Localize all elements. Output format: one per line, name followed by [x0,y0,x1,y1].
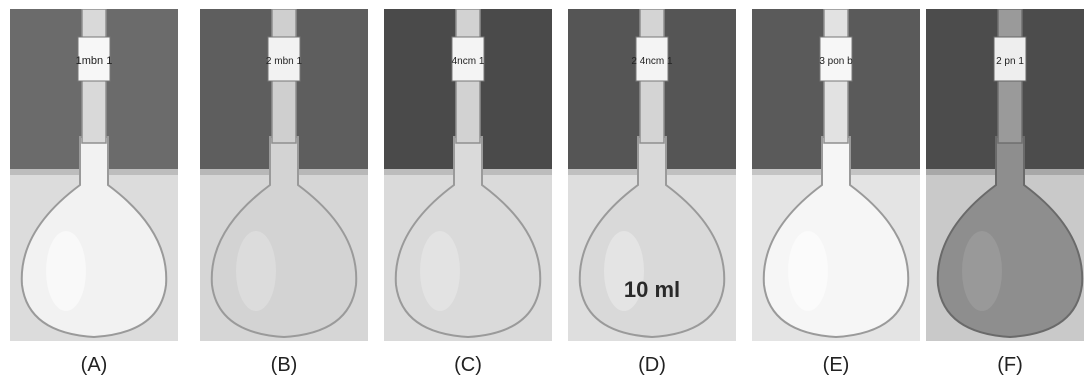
photo-panel-b: 2 mbn 1 [200,9,368,341]
flask-highlight [46,231,86,311]
neck-label-text: 4ncm 1 [452,56,485,67]
flask-photo-b: 2 mbn 1 [200,9,368,341]
photo-panel-f: 2 pn 1 [926,9,1084,341]
caption-b: (B) [200,354,368,376]
flask-printed-text: 10 ml [624,277,680,302]
neck-label-text: 3 pon b [819,56,853,67]
flask-highlight [236,231,276,311]
caption-f: (F) [926,354,1084,376]
neck-label-text: 2 pn 1 [996,56,1024,67]
neck-label-text: 2 4ncm 1 [631,56,673,67]
photo-panel-a: 1mbn 1 [10,9,178,341]
flask-highlight [420,231,460,311]
flask-highlight [788,231,828,311]
neck-label-text: 2 mbn 1 [266,56,303,67]
photo-panel-e: 3 pon b [752,9,920,341]
caption-c: (C) [384,354,552,376]
caption-d: (D) [568,354,736,376]
flask-photo-c: 4ncm 1 [384,9,552,341]
flask-photo-d: 2 4ncm 1 10 ml [568,9,736,341]
caption-e: (E) [752,354,920,376]
photo-panel-d: 2 4ncm 1 10 ml [568,9,736,341]
flask-photo-f: 2 pn 1 [926,9,1084,341]
flask-photo-e: 3 pon b [752,9,920,341]
flask-highlight [962,231,1002,311]
neck-label-text: 1mbn 1 [76,55,113,67]
caption-a: (A) [10,354,178,376]
photo-panel-c: 4ncm 1 [384,9,552,341]
flask-photo-a: 1mbn 1 [10,9,178,341]
